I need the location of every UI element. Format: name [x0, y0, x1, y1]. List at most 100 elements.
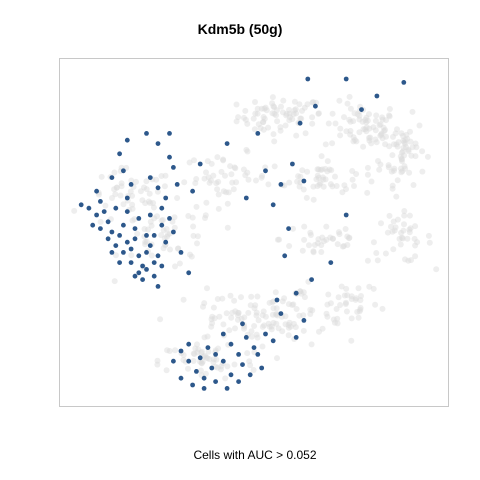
active-cell-point [147, 212, 153, 218]
background-cell-point [373, 250, 380, 256]
background-cell-point [208, 160, 215, 167]
background-cell-point [320, 176, 327, 183]
background-cell-point [158, 232, 165, 239]
active-cell-point [124, 209, 130, 215]
background-cell-point [350, 118, 357, 125]
background-cell-point [299, 107, 305, 114]
active-cell-point [270, 338, 276, 344]
background-cell-point [271, 110, 278, 117]
background-cell-point [364, 171, 371, 178]
background-cell-point [111, 169, 118, 176]
background-cell-point [324, 301, 331, 308]
background-cell-point [394, 216, 401, 223]
background-cell-point [193, 176, 200, 182]
background-cell-point [188, 253, 195, 260]
background-cell-point [320, 183, 327, 190]
background-cell-point [391, 165, 398, 172]
background-cell-point [397, 241, 404, 248]
background-cell-point [208, 177, 214, 184]
background-cell-point [274, 236, 281, 243]
background-cell-point [307, 229, 314, 236]
background-cell-point [191, 157, 197, 164]
background-cell-point [276, 236, 283, 243]
background-cell-point [314, 172, 321, 179]
background-cell-point [316, 328, 322, 335]
background-cell-point [344, 233, 351, 240]
active-cell-point [194, 369, 199, 374]
background-cell-point [214, 296, 221, 302]
background-cell-point [147, 218, 154, 225]
background-cell-point [215, 205, 222, 212]
background-cell-point [277, 127, 284, 134]
background-cell-point [253, 177, 259, 184]
background-cell-point [220, 321, 227, 328]
active-cell-point [209, 365, 215, 371]
background-cell-point [245, 176, 252, 183]
background-cell-point [171, 214, 178, 221]
background-cell-point [219, 295, 226, 302]
background-cell-point [332, 173, 338, 180]
active-cell-point [186, 341, 192, 347]
active-cell-point [163, 239, 169, 245]
background-cell-point [346, 235, 352, 242]
background-cell-point [269, 110, 276, 117]
background-cell-point [262, 313, 269, 320]
active-cell-point [117, 151, 122, 157]
background-cell-point [252, 99, 258, 105]
background-cell-point [412, 242, 419, 249]
background-cell-point [227, 292, 234, 299]
active-cell-point [151, 233, 157, 238]
background-cell-point [390, 218, 397, 225]
background-cell-point [201, 352, 208, 359]
active-cell-point [121, 250, 126, 255]
background-cell-point [241, 114, 247, 121]
background-cell-point [283, 110, 290, 117]
active-cell-point [109, 229, 115, 235]
background-cell-point [260, 114, 267, 120]
background-cell-point [364, 117, 371, 124]
background-cell-point [394, 143, 401, 150]
active-cell-point [163, 195, 169, 201]
background-cell-point [252, 302, 259, 309]
background-cell-point [407, 138, 414, 145]
background-cell-point [395, 139, 402, 146]
background-cell-point [266, 323, 273, 330]
active-cell-point [205, 345, 211, 350]
background-cell-point [319, 234, 326, 241]
background-cell-point [319, 325, 326, 332]
background-cell-point [377, 121, 384, 128]
background-cell-point [273, 310, 280, 317]
background-cell-point [383, 117, 389, 124]
active-cell-point [305, 76, 311, 82]
background-cell-point [425, 232, 432, 239]
background-cell-point [98, 173, 105, 180]
background-cell-point [210, 356, 217, 363]
background-cell-point [356, 129, 363, 136]
background-cell-point [406, 229, 413, 236]
background-cell-point [329, 235, 336, 242]
background-cell-point [139, 197, 146, 204]
background-cell-point [366, 135, 372, 141]
background-cell-point [337, 132, 344, 139]
background-cell-point [400, 137, 407, 144]
background-cell-point [403, 144, 409, 151]
active-cell-point [213, 379, 219, 384]
background-cell-point [286, 243, 293, 249]
active-cell-point [140, 263, 146, 269]
background-cell-point [386, 112, 392, 119]
background-cell-point [192, 180, 199, 187]
active-cell-point [105, 236, 111, 242]
background-cell-point [372, 127, 379, 134]
background-cell-point [424, 153, 431, 160]
active-cell-point [121, 222, 126, 228]
background-cell-point [357, 297, 364, 304]
background-cell-point [260, 126, 267, 133]
background-cell-point [401, 139, 408, 146]
background-cell-point [307, 311, 314, 317]
background-cell-point [270, 103, 277, 110]
background-cell-point [301, 104, 308, 111]
active-cell-point [228, 372, 234, 378]
background-cell-point [399, 168, 406, 175]
background-cell-point [203, 199, 210, 206]
background-cell-point [318, 249, 325, 255]
